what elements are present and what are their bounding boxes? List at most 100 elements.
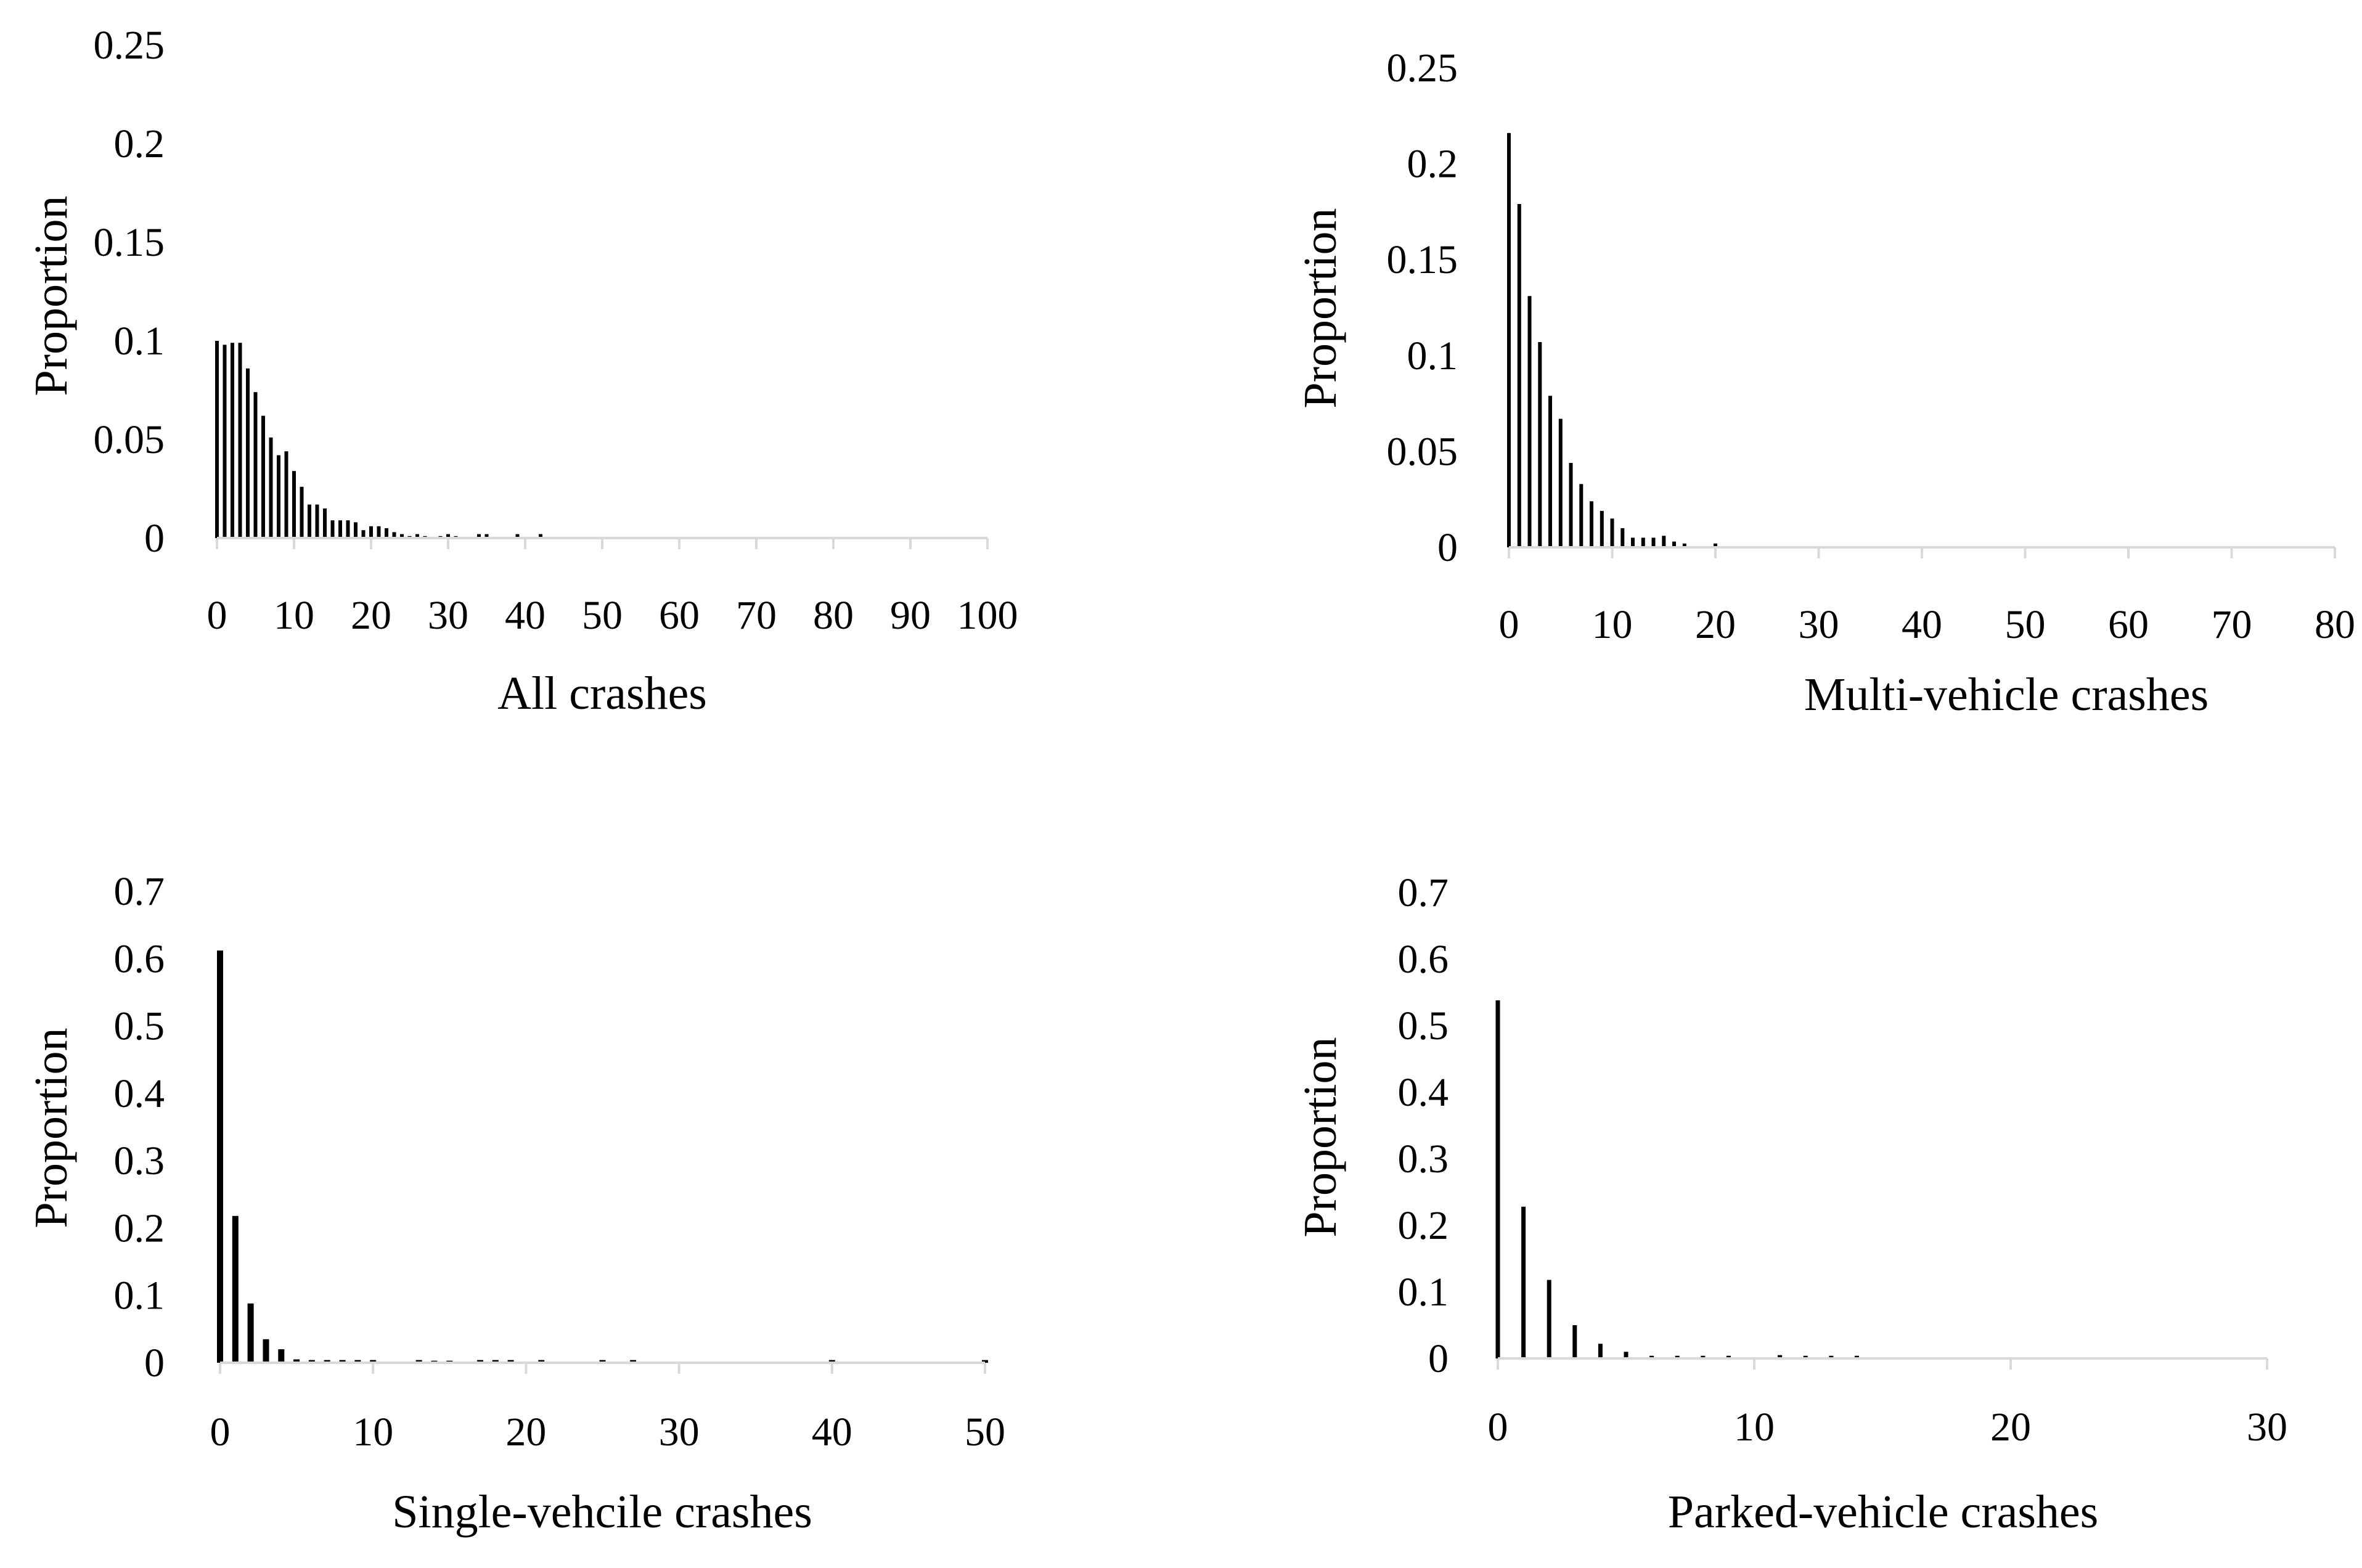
bar: [1558, 419, 1563, 547]
panel-single-vehicle-crashes: 0 10 20 30 40 50 0 0.1 0.2 0.3 0.4 0.5 0.6 0.7 Proport…: [25, 869, 1005, 1538]
x-tick-label: 20: [1695, 602, 1736, 647]
panel-all-crashes: 0 10 20 30 40 50 60 70 80 90 100 0 0.05 0.1 0.15 0.2 0.2…: [25, 23, 1018, 719]
bar: [246, 368, 250, 538]
x-tick-label: 40: [1902, 602, 1942, 647]
x-tick-label: 40: [505, 593, 546, 638]
x-tick-label: 50: [2005, 602, 2046, 647]
bar: [1631, 537, 1635, 547]
bar: [1854, 1355, 1859, 1358]
bar: [1527, 296, 1532, 547]
bar: [231, 343, 234, 538]
x-tick-label: 80: [2315, 602, 2355, 647]
x-tick-label: 0: [1488, 1405, 1508, 1450]
x-tick-label: 60: [659, 593, 700, 638]
y-axis-title: Proportion: [1294, 1037, 1346, 1237]
y-axis-title: Proportion: [25, 1027, 77, 1228]
y-tick-label: 0.25: [94, 23, 165, 68]
bar: [1662, 536, 1666, 547]
bar: [982, 1360, 988, 1363]
x-tick-label: 70: [736, 593, 777, 638]
x-axis-title: Multi-vehicle crashes: [1804, 669, 2209, 721]
bar: [1517, 204, 1521, 547]
bar: [300, 486, 304, 538]
bar: [1495, 1000, 1500, 1358]
bar: [269, 437, 273, 538]
bar: [323, 508, 327, 538]
x-tick-label: 30: [659, 1410, 700, 1455]
y-tick-label: 0.6: [1398, 937, 1449, 982]
x-tick-label: 70: [2212, 602, 2252, 647]
bar: [292, 471, 296, 538]
bar: [392, 532, 396, 538]
bar: [324, 1360, 330, 1363]
bar: [261, 415, 265, 538]
bar: [1600, 510, 1604, 547]
bar: [446, 534, 450, 538]
y-tick-label: 0.4: [114, 1071, 165, 1116]
bar: [238, 343, 242, 538]
bar: [1610, 518, 1614, 547]
y-tick-label: 0.3: [1398, 1137, 1449, 1182]
bar: [492, 1360, 499, 1363]
bar: [599, 1360, 606, 1363]
bar: [377, 526, 381, 538]
bar: [277, 455, 280, 538]
bar: [339, 1360, 346, 1363]
y-tick-label: 0.2: [1398, 1203, 1449, 1248]
y-axis-title: Proportion: [25, 195, 77, 396]
panel-parked-vehicle-crashes: 0 10 20 30 0 0.1 0.2 0.3 0.4 0.5 0.6 0.7 Proportion P…: [1294, 870, 2287, 1538]
bar: [232, 1215, 239, 1363]
bar: [538, 1360, 545, 1363]
panel-multi-vehicle-crashes: 0 10 20 30 40 50 60 70 80 0 0.05 0.1 0.15 0.2 0.25 Prop…: [1294, 46, 2355, 721]
bar: [247, 1303, 254, 1363]
y-tick-label: 0.15: [1387, 237, 1458, 282]
y-tick-label: 0.2: [1407, 142, 1458, 187]
bar: [1778, 1355, 1783, 1358]
bar: [828, 1360, 835, 1363]
bar: [476, 1360, 483, 1363]
x-tick-label: 0: [1499, 602, 1519, 647]
bar: [1572, 1325, 1577, 1358]
y-tick-label: 0: [1437, 525, 1458, 570]
bar: [1803, 1355, 1808, 1358]
bar: [1569, 463, 1573, 547]
x-tick-label: 0: [210, 1410, 231, 1455]
y-tick-label: 0.5: [114, 1004, 165, 1049]
y-tick-label: 0.2: [114, 121, 165, 166]
bar: [539, 534, 542, 538]
x-tick-label: 50: [582, 593, 623, 638]
x-tick-label: 20: [1990, 1405, 2031, 1450]
y-tick-label: 0.1: [1407, 333, 1458, 378]
bar: [1620, 528, 1625, 547]
bar: [284, 451, 288, 538]
bar: [370, 1360, 377, 1363]
bar: [369, 526, 373, 538]
bar: [215, 341, 219, 538]
y-tick-label: 0: [144, 516, 165, 561]
y-tick-label: 0.5: [1398, 1003, 1449, 1048]
bar: [217, 950, 223, 1363]
y-tick-label: 0.2: [114, 1206, 165, 1251]
y-tick-label: 0.6: [114, 936, 165, 981]
bar: [477, 534, 481, 538]
bar: [1521, 1206, 1526, 1358]
x-tick-label: 50: [965, 1410, 1005, 1455]
bar: [1641, 537, 1645, 547]
x-tick-label: 0: [207, 593, 227, 638]
bar: [1675, 1355, 1680, 1358]
x-tick-label: 10: [1734, 1405, 1775, 1450]
y-tick-label: 0.3: [114, 1138, 165, 1183]
x-tick-label: 100: [957, 593, 1018, 638]
y-tick-label: 0.25: [1387, 46, 1458, 91]
bar: [1548, 396, 1552, 547]
bar: [1829, 1355, 1834, 1358]
bar: [1726, 1355, 1731, 1358]
y-axis-title: Proportion: [1294, 208, 1346, 408]
x-axis-title: Parked-vehicle crashes: [1668, 1486, 2098, 1538]
bar: [253, 392, 258, 538]
bar: [1538, 342, 1542, 547]
bar: [330, 520, 335, 538]
y-tick-label: 0.05: [1387, 429, 1458, 474]
bar: [223, 345, 227, 538]
x-tick-label: 60: [2108, 602, 2149, 647]
